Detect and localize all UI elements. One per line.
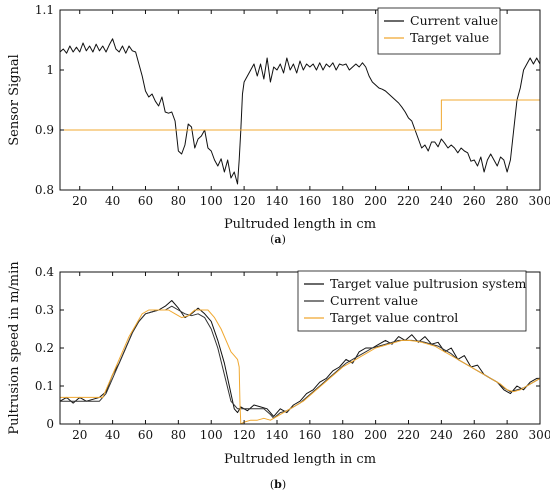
series-line-0 — [59, 38, 541, 185]
legend-label-1: Target value — [410, 30, 489, 45]
x-tick-label: 160 — [298, 428, 321, 442]
y-tick-label: 0.8 — [35, 183, 54, 197]
x-tick-label: 20 — [72, 194, 87, 208]
chart-panel-a: 20 40 60 80 100 120 140 160 180 200 220 240 260 280 30… — [7, 3, 550, 246]
panel-caption: (a) — [270, 233, 286, 246]
x-tick-label: 180 — [331, 428, 354, 442]
y-axis-label: Sensor Signal — [7, 54, 22, 145]
y-tick-label: 0.4 — [35, 265, 54, 279]
x-tick-label: 300 — [529, 428, 550, 442]
y-tick-label: 0.3 — [35, 303, 54, 317]
x-tick-label: 280 — [496, 428, 519, 442]
y-tick-label: 1.1 — [35, 3, 54, 17]
y-tick-label: 0.2 — [35, 341, 54, 355]
x-tick-label: 100 — [200, 428, 223, 442]
x-tick-label: 180 — [331, 194, 354, 208]
x-tick-label: 240 — [430, 428, 453, 442]
plot-frame — [59, 9, 541, 191]
x-tick-label: 160 — [298, 194, 321, 208]
x-tick-label: 60 — [138, 194, 153, 208]
x-tick-label: 140 — [266, 194, 289, 208]
x-tick-label: 20 — [72, 428, 87, 442]
legend-label-2: Target value control — [330, 310, 458, 325]
x-tick-label: 140 — [266, 428, 289, 442]
x-tick-label: 220 — [397, 194, 420, 208]
panel-caption: (b) — [270, 478, 286, 491]
x-tick-label: 40 — [105, 194, 120, 208]
legend-label-1: Current value — [330, 293, 418, 308]
y-tick-label: 1 — [46, 63, 54, 77]
x-tick-label: 220 — [397, 428, 420, 442]
x-tick-label: 280 — [496, 194, 519, 208]
y-tick-label: 0.9 — [35, 123, 54, 137]
legend-box — [377, 7, 501, 55]
x-tick-label: 100 — [200, 194, 223, 208]
series-line-1 — [60, 99, 540, 131]
x-tick-label: 120 — [233, 194, 256, 208]
x-tick-label: 120 — [233, 428, 256, 442]
legend-box — [297, 270, 527, 332]
chart-panel-b: 20 40 60 80 100 120 140 160 180 200 220 240 260 280 30… — [7, 261, 550, 491]
x-tick-label: 80 — [171, 194, 186, 208]
x-tick-label: 200 — [364, 194, 387, 208]
x-axis-label: Pultruded length in cm — [224, 452, 376, 467]
y-tick-label: 0.1 — [35, 379, 54, 393]
x-tick-label: 80 — [171, 428, 186, 442]
x-tick-label: 240 — [430, 194, 453, 208]
x-tick-label: 40 — [105, 428, 120, 442]
x-tick-label: 260 — [463, 194, 486, 208]
legend-label-0: Current value — [410, 13, 498, 28]
x-tick-label: 260 — [463, 428, 486, 442]
x-tick-label: 300 — [529, 194, 550, 208]
series-line-2 — [60, 309, 541, 425]
x-tick-label: 200 — [364, 428, 387, 442]
x-axis-label: Pultruded length in cm — [224, 217, 376, 232]
y-axis-label: Pultrusion speed in m/min — [7, 261, 22, 435]
legend-label-0: Target value pultrusion system — [330, 276, 526, 291]
x-tick-label: 60 — [138, 428, 153, 442]
y-tick-label: 0 — [46, 417, 54, 431]
